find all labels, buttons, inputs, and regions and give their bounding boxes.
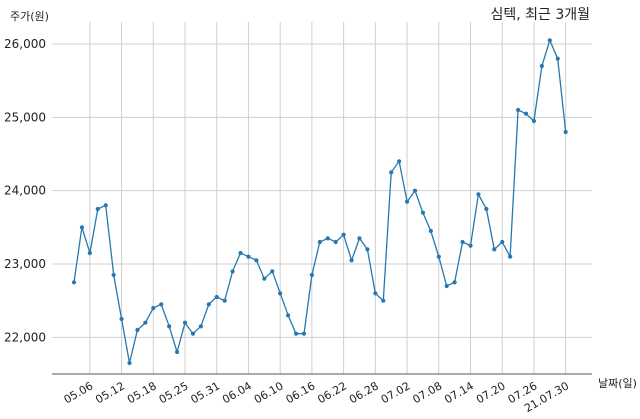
data-point <box>206 302 211 307</box>
data-point <box>357 236 362 241</box>
data-point <box>143 320 148 325</box>
data-point <box>222 298 227 303</box>
data-point <box>341 232 346 237</box>
data-point <box>79 225 85 230</box>
data-point <box>286 313 291 318</box>
x-tick-label: 05.12 <box>93 379 127 406</box>
data-point <box>555 56 560 61</box>
data-point <box>182 320 188 325</box>
y-tick-labels: 22,000 23,000 24,000 25,000 26,000 <box>4 37 46 344</box>
data-point <box>238 250 243 256</box>
x-tick-label: 06.04 <box>220 379 254 406</box>
data-point <box>436 254 441 259</box>
data-point <box>500 239 505 245</box>
data-point <box>563 129 568 135</box>
data-point <box>174 349 180 355</box>
data-point <box>317 239 322 245</box>
data-point <box>87 250 92 256</box>
y-axis-label: 주가(원) <box>10 10 49 23</box>
data-point <box>381 298 386 303</box>
data-point <box>230 269 235 274</box>
data-point <box>190 331 196 336</box>
y-tick-label: 24,000 <box>4 184 46 198</box>
data-point <box>523 111 529 116</box>
data-point <box>103 203 108 208</box>
data-point <box>397 159 402 164</box>
data-point <box>278 291 283 296</box>
x-tick-label: 07.14 <box>442 379 476 406</box>
data-point <box>460 239 465 245</box>
data-point <box>270 269 275 274</box>
data-point <box>246 254 251 259</box>
data-point <box>127 360 132 366</box>
price-line <box>73 38 567 364</box>
data-point <box>531 118 537 124</box>
data-point <box>515 107 521 113</box>
data-point <box>539 63 544 69</box>
data-point <box>95 206 100 212</box>
data-point <box>198 324 203 329</box>
data-point <box>492 247 497 252</box>
x-tick-label: 05.31 <box>188 379 222 406</box>
data-point <box>373 291 378 296</box>
data-point <box>167 324 172 329</box>
data-point <box>484 206 489 212</box>
x-tick-label: 07.02 <box>379 379 413 406</box>
chart-title: 심텍, 최근 3개월 <box>490 7 590 23</box>
data-point <box>135 327 140 333</box>
data-point <box>301 331 307 336</box>
data-point <box>428 228 433 234</box>
x-tick-label: 06.16 <box>284 379 318 406</box>
series-layer <box>71 38 568 366</box>
data-point <box>547 38 552 43</box>
data-point <box>325 236 330 241</box>
y-tick-label: 26,000 <box>4 37 46 51</box>
grid-lines <box>52 22 592 374</box>
x-tick-label: 07.20 <box>474 379 508 406</box>
data-point <box>111 272 116 278</box>
data-point <box>508 254 513 259</box>
data-point <box>71 280 77 285</box>
data-point <box>420 210 426 215</box>
y-tick-label: 25,000 <box>4 110 46 124</box>
data-point <box>254 258 259 263</box>
data-point <box>119 316 124 322</box>
data-point <box>444 283 449 289</box>
y-tick-label: 22,000 <box>4 330 46 344</box>
x-tick-label: 05.18 <box>125 379 159 406</box>
data-point <box>476 192 481 197</box>
y-tick-label: 23,000 <box>4 257 46 271</box>
data-point <box>214 294 219 300</box>
data-point <box>151 305 156 311</box>
data-point <box>293 331 299 336</box>
x-tick-label: 05.06 <box>62 379 96 406</box>
data-point <box>333 239 338 245</box>
data-point <box>365 247 370 252</box>
data-point <box>468 243 473 248</box>
data-point <box>389 170 394 175</box>
x-tick-label: 06.28 <box>347 379 381 406</box>
x-tick-label: 05.25 <box>157 379 191 406</box>
data-point <box>309 272 314 278</box>
data-point <box>159 302 164 307</box>
data-point <box>262 276 267 281</box>
x-tick-label: 06.22 <box>315 379 349 406</box>
x-tick-label: 06.10 <box>252 379 286 406</box>
x-tick-labels: 05.0605.1205.1805.2505.3106.0406.1006.16… <box>62 379 572 415</box>
data-point <box>349 258 354 263</box>
data-point <box>452 280 457 285</box>
data-point <box>404 199 410 204</box>
x-axis-label: 날짜(일) <box>598 376 637 390</box>
data-point <box>412 188 418 193</box>
x-tick-label: 07.08 <box>411 379 445 406</box>
